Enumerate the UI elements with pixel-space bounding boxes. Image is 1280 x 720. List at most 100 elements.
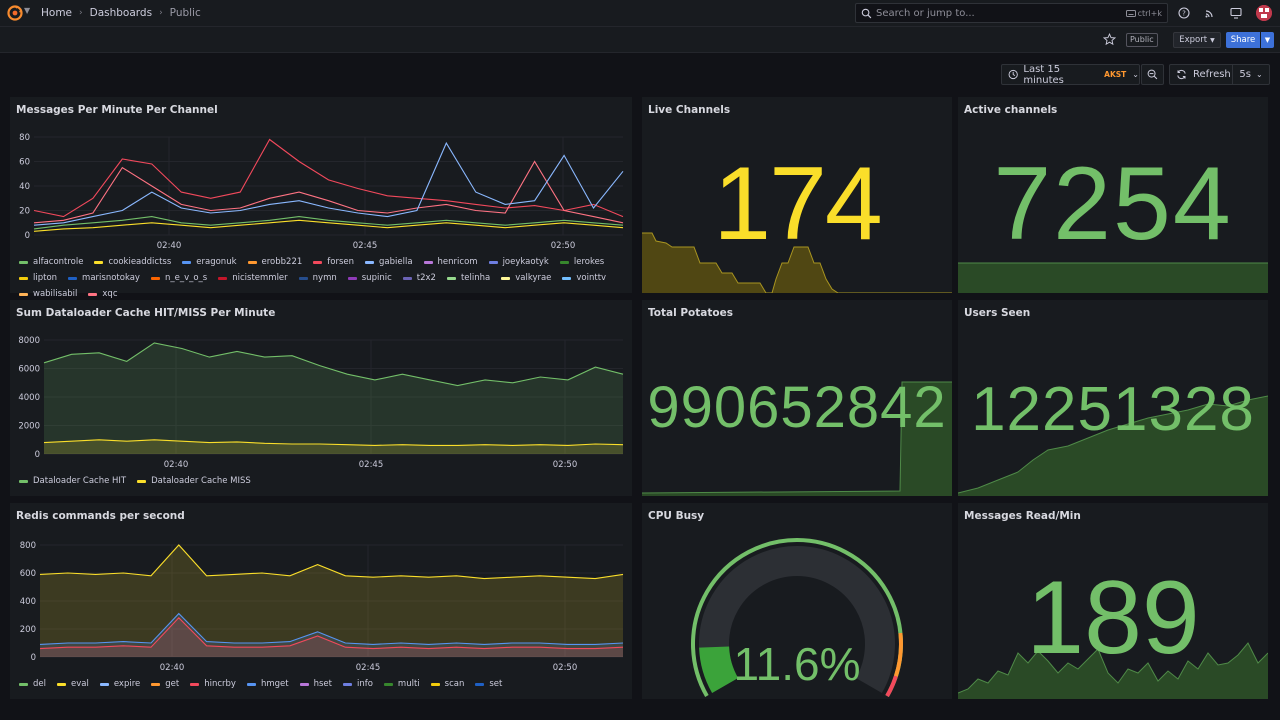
legend-item[interactable]: Dataloader Cache MISS xyxy=(137,476,251,486)
y-tick-label: 4000 xyxy=(18,393,40,403)
legend-swatch xyxy=(19,276,28,280)
x-tick-label: 02:45 xyxy=(356,663,381,673)
grafana-logo-icon[interactable] xyxy=(7,5,23,21)
legend-label: lipton xyxy=(33,273,58,283)
panel-title: Messages Read/Min xyxy=(964,510,1081,522)
legend-item[interactable]: henricom xyxy=(423,257,478,267)
legend-label: eval xyxy=(71,679,89,689)
legend-item[interactable]: alfacontrole xyxy=(19,257,83,267)
gauge-track xyxy=(699,546,895,693)
legend-item[interactable]: wabilisabil xyxy=(19,289,77,299)
legend-label: info xyxy=(356,679,373,689)
legend-item[interactable]: hmget xyxy=(246,679,289,689)
legend-swatch xyxy=(299,682,309,686)
legend-item[interactable]: hincrby xyxy=(190,679,236,689)
legend-item[interactable]: supinic xyxy=(347,273,392,283)
legend-item[interactable]: multi xyxy=(383,679,420,689)
stat-value: 189 xyxy=(1026,560,1200,676)
breadcrumb-home[interactable]: Home xyxy=(41,7,73,19)
search-input[interactable]: Search or jump to... ctrl+k xyxy=(855,3,1168,23)
legend-item[interactable]: erobb221 xyxy=(247,257,302,267)
legend-item[interactable]: telinha xyxy=(446,273,490,283)
y-tick-label: 2000 xyxy=(18,422,40,432)
legend-item[interactable]: t2x2 xyxy=(402,273,436,283)
user-avatar[interactable] xyxy=(1256,5,1272,21)
chevron-down-icon[interactable]: ▼ xyxy=(24,6,31,15)
legend-item[interactable]: nymn xyxy=(298,273,337,283)
legend-item[interactable]: gabiella xyxy=(365,257,413,267)
time-range-picker[interactable]: Last 15 minutes AKST ⌄ xyxy=(1001,64,1140,86)
dataloader-cache-chart[interactable]: 8000 6000 4000 2000 0 02:40 02:45 02:50 xyxy=(10,300,632,472)
legend-item[interactable]: info xyxy=(342,679,373,689)
series-area xyxy=(44,439,623,454)
legend-item[interactable]: scan xyxy=(430,679,464,689)
legend-swatch xyxy=(137,479,147,483)
legend-item[interactable]: get xyxy=(151,679,179,689)
legend-swatch xyxy=(559,260,569,264)
legend-swatch xyxy=(218,276,228,280)
panel-title: CPU Busy xyxy=(648,510,705,522)
rss-feed-icon[interactable] xyxy=(1204,7,1216,19)
legend-item[interactable]: lipton xyxy=(19,273,57,283)
chevron-down-icon: ▼ xyxy=(1210,36,1215,44)
legend-label: supinic xyxy=(361,273,392,283)
legend-item[interactable]: xqc xyxy=(88,289,118,299)
legend-item[interactable]: expire xyxy=(99,679,140,689)
legend-label: nymn xyxy=(312,273,337,283)
legend-label: get xyxy=(165,679,180,689)
share-dropdown-button[interactable]: ▼ xyxy=(1261,32,1274,48)
series-area xyxy=(40,545,623,657)
refresh-button[interactable]: Refresh xyxy=(1169,64,1233,85)
chevron-right-icon: › xyxy=(79,8,83,18)
legend-label: vointtv xyxy=(576,273,607,283)
panel-messages-per-minute: Messages Per Minute Per Channel 80 60 40 20… xyxy=(10,97,632,299)
gauge-threshold-red xyxy=(885,675,898,697)
refresh-interval-picker[interactable]: 5s ⌄ xyxy=(1233,64,1270,85)
legend-label: set xyxy=(489,679,503,689)
monitor-icon[interactable] xyxy=(1230,7,1242,19)
legend-item[interactable]: eragonuk xyxy=(182,257,237,267)
redis-commands-chart[interactable]: 800 600 400 200 0 02:40 02:45 02:50 xyxy=(10,503,632,675)
legend-swatch xyxy=(488,260,498,264)
y-tick-label: 60 xyxy=(19,158,30,168)
public-badge: Public xyxy=(1126,33,1158,47)
legend-item[interactable]: cookieaddictss xyxy=(94,257,171,267)
legend-swatch xyxy=(68,276,78,280)
legend-swatch xyxy=(430,682,440,686)
messages-per-minute-chart[interactable]: 80 60 40 20 0 02:40 02:45 02:50 xyxy=(10,97,632,257)
x-tick-label: 02:50 xyxy=(551,241,576,251)
legend-item[interactable]: hset xyxy=(299,679,332,689)
legend-item[interactable]: joeykaotyk xyxy=(488,257,549,267)
avatar-image xyxy=(1256,5,1272,21)
x-tick-label: 02:50 xyxy=(553,663,578,673)
x-tick-label: 02:40 xyxy=(157,241,182,251)
share-button[interactable]: Share xyxy=(1226,32,1260,48)
legend-label: henricom xyxy=(437,257,478,267)
legend-label: n_e_v_o_s xyxy=(164,273,208,283)
legend-swatch xyxy=(182,260,192,264)
legend-item[interactable]: del xyxy=(19,679,46,689)
x-tick-label: 02:45 xyxy=(359,460,384,470)
legend-item[interactable]: marisnotokay xyxy=(68,273,140,283)
legend-item[interactable]: n_e_v_o_s xyxy=(150,273,208,283)
help-icon[interactable]: ? xyxy=(1178,7,1190,19)
legend-item[interactable]: eval xyxy=(57,679,89,689)
refresh-label: Refresh xyxy=(1193,69,1231,80)
star-icon[interactable] xyxy=(1103,33,1116,46)
legend-item[interactable]: nicistemmler xyxy=(218,273,288,283)
legend-swatch xyxy=(313,260,323,264)
export-button[interactable]: Export ▼ xyxy=(1173,32,1221,48)
legend-item[interactable]: vointtv xyxy=(562,273,606,283)
timezone-label: AKST xyxy=(1104,70,1127,79)
legend-item[interactable]: lerokes xyxy=(559,257,604,267)
legend-swatch xyxy=(402,276,412,280)
legend-item[interactable]: valkyrae xyxy=(501,273,551,283)
legend-item[interactable]: Dataloader Cache HIT xyxy=(19,476,126,486)
legend-label: nicistemmler xyxy=(232,273,288,283)
breadcrumb-dashboards[interactable]: Dashboards xyxy=(89,7,153,19)
legend-swatch xyxy=(383,682,393,686)
legend-item[interactable]: forsen xyxy=(313,257,354,267)
cpu-busy-gauge xyxy=(691,538,903,697)
zoom-out-button[interactable] xyxy=(1141,64,1164,85)
legend-item[interactable]: set xyxy=(475,679,502,689)
